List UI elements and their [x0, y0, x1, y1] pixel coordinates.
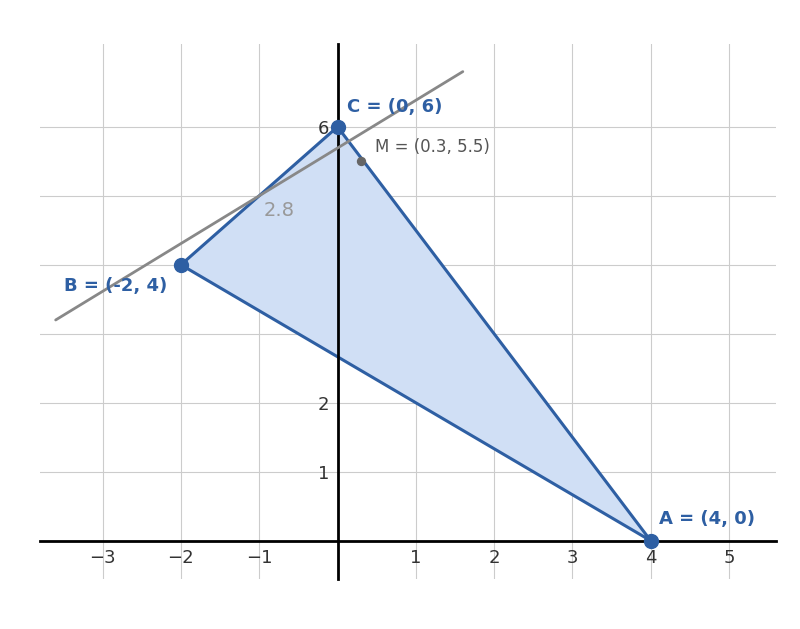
Text: 2.8: 2.8 [263, 201, 294, 221]
Text: C = (0, 6): C = (0, 6) [347, 99, 442, 116]
Text: M = (0.3, 5.5): M = (0.3, 5.5) [375, 138, 490, 156]
Text: A = (4, 0): A = (4, 0) [658, 510, 754, 528]
Text: B = (-2, 4): B = (-2, 4) [63, 277, 167, 295]
Polygon shape [181, 127, 650, 541]
